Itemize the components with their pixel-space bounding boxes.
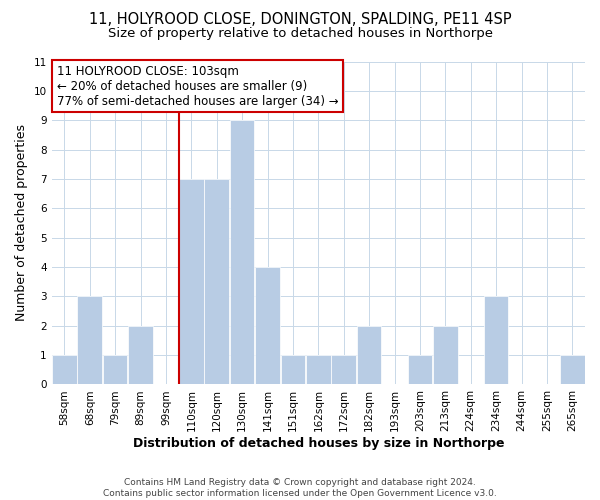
Y-axis label: Number of detached properties: Number of detached properties bbox=[15, 124, 28, 322]
Bar bbox=[179, 179, 203, 384]
Bar bbox=[407, 355, 432, 384]
Text: 11, HOLYROOD CLOSE, DONINGTON, SPALDING, PE11 4SP: 11, HOLYROOD CLOSE, DONINGTON, SPALDING,… bbox=[89, 12, 511, 28]
Bar bbox=[306, 355, 331, 384]
Bar bbox=[103, 355, 127, 384]
Text: 11 HOLYROOD CLOSE: 103sqm
← 20% of detached houses are smaller (9)
77% of semi-d: 11 HOLYROOD CLOSE: 103sqm ← 20% of detac… bbox=[57, 64, 338, 108]
Bar bbox=[255, 267, 280, 384]
X-axis label: Distribution of detached houses by size in Northorpe: Distribution of detached houses by size … bbox=[133, 437, 504, 450]
Bar bbox=[560, 355, 584, 384]
Bar bbox=[281, 355, 305, 384]
Bar bbox=[357, 326, 382, 384]
Bar bbox=[128, 326, 153, 384]
Bar bbox=[433, 326, 458, 384]
Bar bbox=[52, 355, 77, 384]
Bar bbox=[77, 296, 102, 384]
Bar bbox=[484, 296, 508, 384]
Bar bbox=[230, 120, 254, 384]
Text: Size of property relative to detached houses in Northorpe: Size of property relative to detached ho… bbox=[107, 28, 493, 40]
Bar bbox=[205, 179, 229, 384]
Text: Contains HM Land Registry data © Crown copyright and database right 2024.
Contai: Contains HM Land Registry data © Crown c… bbox=[103, 478, 497, 498]
Bar bbox=[331, 355, 356, 384]
